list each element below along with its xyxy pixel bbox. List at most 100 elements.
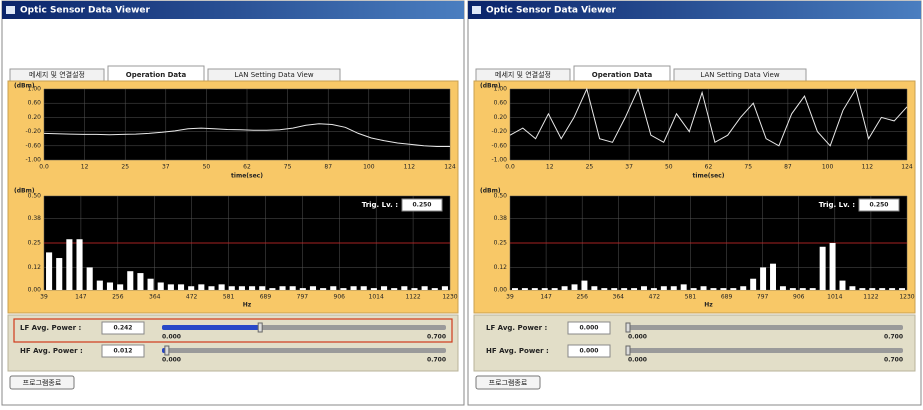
spectrum-bar bbox=[670, 286, 677, 290]
spectrum-bar bbox=[147, 278, 154, 290]
slider-end-label: 0.000 bbox=[162, 357, 181, 364]
spectrum-bar bbox=[899, 288, 906, 290]
y-axis-label: (dBm) bbox=[14, 188, 35, 195]
spectrum-bar bbox=[391, 288, 398, 290]
x-axis-label: Hz bbox=[704, 302, 713, 309]
slider-end-label: 0.000 bbox=[628, 357, 647, 364]
spectrum-bar bbox=[690, 288, 697, 290]
y-tick-label: 0.50 bbox=[494, 193, 508, 200]
x-tick-label: 581 bbox=[223, 294, 235, 301]
x-tick-label: 689 bbox=[721, 294, 733, 301]
x-tick-label: 1122 bbox=[405, 294, 420, 301]
lf-thumb[interactable] bbox=[625, 322, 631, 333]
x-tick-label: 124 bbox=[444, 164, 456, 171]
slider-end-label: 0.000 bbox=[628, 334, 647, 341]
window-title: Optic Sensor Data Viewer bbox=[20, 6, 151, 16]
x-axis-label: Hz bbox=[243, 302, 252, 309]
x-tick-label: 37 bbox=[625, 164, 633, 171]
trigger-label: Trig. Lv. : bbox=[362, 201, 399, 209]
spectrum-bar bbox=[631, 288, 638, 290]
y-axis-label: (dBm) bbox=[480, 188, 501, 195]
spectrum-bar bbox=[730, 288, 737, 290]
y-tick-label: 0.00 bbox=[494, 287, 508, 294]
exit-button[interactable] bbox=[9, 375, 75, 390]
spectrum-bar bbox=[380, 286, 388, 290]
x-tick-label: 1230 bbox=[899, 294, 914, 301]
x-tick-label: 12 bbox=[546, 164, 554, 171]
hf-value: 0.000 bbox=[580, 348, 599, 355]
spectrum-bar bbox=[228, 286, 235, 290]
x-tick-label: 62 bbox=[243, 164, 251, 171]
y-tick-label: 0.20 bbox=[494, 114, 508, 121]
tab-label: LAN Setting Data View bbox=[234, 71, 313, 79]
x-tick-label: 50 bbox=[665, 164, 673, 171]
spectrum-bar bbox=[289, 286, 296, 290]
spectrum-bar bbox=[641, 286, 647, 290]
x-tick-label: 25 bbox=[121, 164, 129, 171]
exit-button[interactable] bbox=[475, 375, 541, 390]
spectrum-bar bbox=[198, 284, 205, 290]
hf-value-box bbox=[567, 344, 611, 358]
x-tick-label: 256 bbox=[576, 294, 588, 301]
lf-fill bbox=[162, 325, 261, 330]
x-tick-label: 87 bbox=[324, 164, 332, 171]
hf-thumb[interactable] bbox=[164, 345, 170, 356]
x-tick-label: 472 bbox=[649, 294, 661, 301]
y-tick-label: -1.00 bbox=[25, 157, 41, 164]
x-tick-label: 39 bbox=[506, 294, 514, 301]
spectrum-bar bbox=[889, 288, 896, 290]
trigger-value: 0.250 bbox=[870, 202, 889, 209]
tab-label: 메세지 및 연결설정 bbox=[29, 70, 85, 79]
signal-line bbox=[509, 87, 908, 147]
x-tick-label: 124 bbox=[901, 164, 913, 171]
spectrum-bar bbox=[611, 288, 618, 290]
y-tick-label: 0.60 bbox=[28, 100, 42, 107]
power-panel bbox=[7, 314, 459, 372]
x-tick-label: 581 bbox=[685, 294, 697, 301]
spectrum-bar bbox=[660, 286, 667, 290]
spectrum-bar bbox=[269, 288, 276, 290]
x-tick-label: 797 bbox=[297, 294, 309, 301]
spectrum-bar bbox=[819, 246, 826, 290]
spectrum-bar bbox=[66, 239, 73, 290]
y-tick-label: 0.60 bbox=[494, 100, 508, 107]
x-tick-label: 39 bbox=[40, 294, 48, 301]
spectrum-bar bbox=[879, 288, 886, 290]
spectrum-bar bbox=[441, 286, 448, 290]
spectrum-bar bbox=[581, 280, 588, 290]
spectrum-bar bbox=[650, 288, 657, 290]
lf-label: LF Avg. Power : bbox=[20, 324, 82, 332]
lf-value-box bbox=[567, 321, 611, 335]
spectrum-bar bbox=[157, 282, 164, 290]
spectrum-bar bbox=[76, 239, 83, 290]
x-tick-label: 112 bbox=[404, 164, 416, 171]
lf-thumb[interactable] bbox=[257, 322, 263, 333]
x-tick-label: 50 bbox=[203, 164, 211, 171]
hf-value-box bbox=[101, 344, 145, 358]
x-tick-label: 147 bbox=[75, 294, 87, 301]
spectrum-bar bbox=[167, 284, 174, 290]
hf-value: 0.012 bbox=[114, 348, 133, 355]
spectrum-bar bbox=[829, 243, 836, 290]
x-tick-label: 75 bbox=[744, 164, 752, 171]
y-tick-label: 0.50 bbox=[28, 193, 42, 200]
y-tick-label: -0.60 bbox=[491, 142, 507, 149]
spectrum-bar bbox=[551, 288, 558, 290]
spectrum-bar bbox=[401, 286, 408, 290]
spectrum-bar bbox=[571, 284, 578, 290]
x-tick-label: 256 bbox=[112, 294, 124, 301]
y-tick-label: 0.20 bbox=[28, 114, 42, 121]
highlight-box bbox=[13, 318, 453, 343]
x-tick-label: 100 bbox=[822, 164, 834, 171]
hf-thumb[interactable] bbox=[625, 345, 631, 356]
y-tick-label: 0.00 bbox=[28, 287, 42, 294]
x-tick-label: 797 bbox=[757, 294, 769, 301]
spectrum-bar bbox=[849, 286, 856, 290]
spectrum-bar bbox=[859, 288, 866, 290]
spectrum-bar bbox=[117, 284, 124, 290]
spectrum-bar bbox=[789, 288, 796, 290]
slider-end-label: 0.000 bbox=[162, 334, 181, 341]
x-tick-label: 0.0 bbox=[505, 164, 515, 171]
x-axis-label: time(sec) bbox=[693, 173, 725, 180]
x-tick-label: 364 bbox=[149, 294, 161, 301]
